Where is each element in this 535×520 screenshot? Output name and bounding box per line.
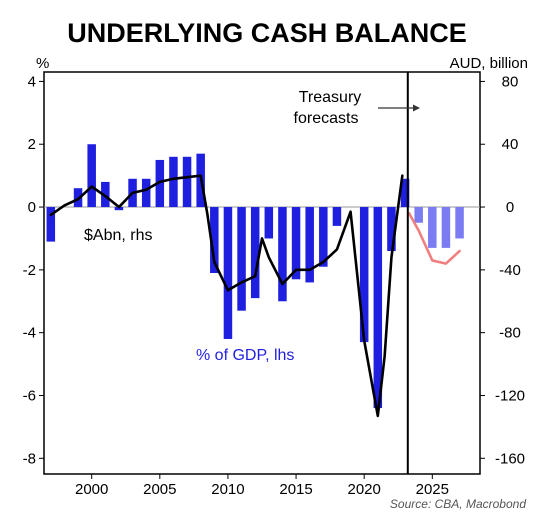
right-tick-label: 40: [502, 136, 519, 153]
gdp-bar-2023: [400, 178, 410, 208]
gdp-bar-2015: [291, 207, 301, 280]
gdp-bar-2011: [237, 207, 246, 311]
right-tick-label: 80: [502, 73, 519, 90]
gdp-bar-2006: [169, 156, 178, 208]
gdp-bar-2012: [250, 207, 260, 299]
gdp-forecast-bar-2026: [441, 207, 451, 248]
left-tick-label: -2: [23, 262, 36, 279]
x-tick-label: 2005: [143, 481, 176, 498]
gdp-bar-2005: [155, 159, 165, 208]
gdp-bar-2002: [114, 207, 124, 211]
gdp-forecast-bar-2027: [455, 207, 464, 239]
right-tick-label: -160: [495, 450, 525, 467]
forecast-label-line2: forecasts: [294, 110, 359, 127]
forecast-label-line1: Treasury: [299, 89, 362, 106]
left-axis-unit: %: [36, 55, 49, 72]
x-tick-label: 2010: [211, 481, 244, 498]
abn-line: [49, 174, 404, 418]
axes: 4 2 0 -2 -4 -6 -8 80 40 0 -40 -80 -120 -160 2000 2005 20…: [23, 73, 525, 498]
left-tick-label: 0: [28, 199, 36, 216]
right-axis-unit: AUD, billion: [450, 55, 528, 72]
gdp-bar-2021: [373, 207, 383, 409]
forecast-arrow-head: [413, 104, 420, 112]
gdp-bar-2010: [223, 207, 233, 339]
left-tick-label: 2: [28, 136, 36, 153]
bars: [46, 144, 464, 409]
right-tick-label: -40: [499, 262, 521, 279]
gdp-bar-2018: [332, 207, 342, 226]
chart-title: UNDERLYING CASH BALANCE: [67, 18, 467, 48]
gdp-bar-2000: [87, 144, 96, 208]
gdp-bar-2007: [182, 156, 192, 208]
gdp-bar-2014: [278, 207, 287, 302]
source-note: Source: CBA, Macrobond: [390, 497, 526, 511]
x-tick-label: 2020: [348, 481, 381, 498]
x-tick-label: 2015: [279, 481, 312, 498]
gdp-forecast-bar-2024: [414, 207, 423, 223]
right-tick-label: -80: [499, 325, 521, 342]
plot-frame: [43, 71, 481, 475]
gdp-bar-2022: [387, 207, 396, 252]
gdp-bar-2016: [305, 207, 314, 283]
gdp-bar-2009: [210, 207, 219, 273]
x-tick-label: 2025: [416, 481, 449, 498]
abn-forecast-line: [407, 212, 461, 265]
gdp-bar-2013: [264, 207, 274, 239]
gdp-bar-1997: [46, 207, 56, 242]
gdp-bar-2020: [359, 207, 369, 343]
left-tick-label: 4: [28, 73, 36, 90]
left-tick-label: -8: [23, 450, 36, 467]
right-tick-label: 0: [506, 199, 514, 216]
x-tick-label: 2000: [75, 481, 108, 498]
abn-series-label: $Abn, rhs: [84, 227, 152, 244]
lines: [49, 174, 461, 418]
right-tick-label: -120: [495, 387, 525, 404]
gdp-forecast-bar-2025: [428, 207, 437, 248]
gdp-bar-2017: [319, 207, 328, 267]
gdp-series-label: % of GDP, lhs: [196, 347, 294, 364]
left-tick-label: -6: [23, 387, 36, 404]
left-tick-label: -4: [23, 325, 36, 342]
gdp-bar-2004: [141, 178, 151, 208]
